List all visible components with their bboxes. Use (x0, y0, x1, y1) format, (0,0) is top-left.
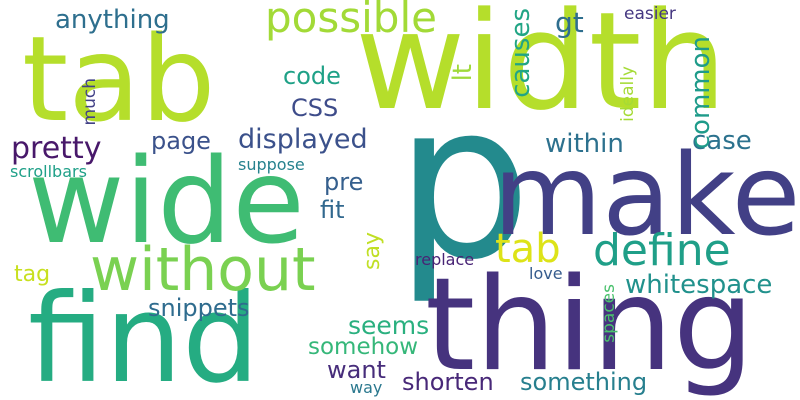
word-seems: seems (348, 311, 430, 340)
word-p: p (395, 56, 532, 307)
word-tag: tag (14, 262, 51, 287)
word-make: make (493, 131, 800, 261)
word-width: width (355, 0, 728, 140)
word-define: define (593, 225, 731, 276)
word-causes: causes (506, 8, 536, 98)
word-within: within (545, 129, 624, 159)
word-much: much (80, 78, 100, 126)
word-say: say (360, 232, 385, 270)
word-possible: possible (265, 0, 437, 42)
word-love: love (529, 264, 563, 283)
word-fit: fit (320, 196, 345, 224)
word-displayed: displayed (238, 124, 368, 155)
word-replace: replace (415, 250, 475, 269)
word-want: want (327, 356, 386, 384)
word-scrollbars: scrollbars (10, 162, 87, 181)
word-thing: thing (425, 251, 755, 400)
word-whitespace: whitespace (625, 270, 773, 300)
word-page: page (151, 127, 211, 155)
word-suppose: suppose (238, 155, 305, 174)
word-gt: gt (555, 6, 584, 39)
word-css: CSS (291, 94, 339, 122)
word-ideally: ideally (618, 66, 638, 122)
word-tab-small: tab (495, 226, 561, 272)
word-find: find (28, 268, 260, 400)
word-easier: easier (624, 4, 676, 24)
word-tab-large: tab (22, 10, 216, 148)
word-somehow: somehow (308, 334, 419, 360)
word-anything: anything (55, 5, 170, 35)
word-code: code (283, 62, 341, 90)
word-without: without (90, 235, 316, 305)
word-pretty: pretty (11, 131, 102, 166)
word-pre: pre (324, 168, 364, 196)
word-spaces: spaces (599, 284, 619, 343)
word-case: case (692, 126, 752, 156)
word-something: something (520, 368, 648, 396)
word-shorten: shorten (402, 368, 494, 396)
word-common: common (686, 36, 716, 150)
word-wide: wide (28, 132, 305, 270)
word-way: way (350, 378, 383, 397)
word-snippets: snippets (148, 294, 250, 322)
word-lt: lt (448, 64, 478, 82)
